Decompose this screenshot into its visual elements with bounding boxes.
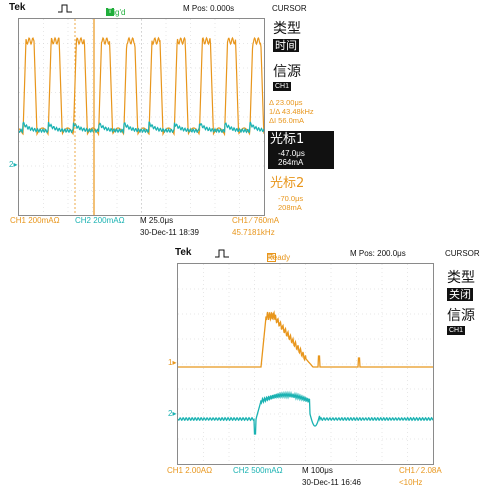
ch1-marker-label: 1 xyxy=(168,358,173,367)
trigger-badge: T xyxy=(106,8,114,16)
horizontal-position: M Pos: 200.0μs xyxy=(350,249,406,258)
status-bar-top: Tek T Trig'd M Pos: 0.000s CURSOR xyxy=(0,0,335,17)
ch1-waveform xyxy=(178,310,433,368)
ch2-marker-label: 2 xyxy=(168,409,173,418)
ch1-ground-marker: 1▸ xyxy=(168,358,177,367)
cursor-type-value[interactable]: 时间 xyxy=(273,39,299,52)
scope-screen-bottom: Tek R Ready M Pos: 200.0μs CURSOR 1▸ 2▸ 类… xyxy=(165,245,500,495)
acquisition-pulse-icon xyxy=(215,249,229,258)
delta-current-readout: ΔI 56.0mA xyxy=(269,116,305,125)
ch2-waveform xyxy=(19,121,264,135)
cursor2-panel[interactable]: 光标2 -70.0μs 208mA xyxy=(268,175,334,213)
trigger-frequency: 45.7181kHz xyxy=(232,228,275,237)
cursor-source-value[interactable]: CH1 xyxy=(447,326,466,335)
trigger-label: Trig'd xyxy=(106,8,126,17)
menu-title: CURSOR xyxy=(272,4,307,13)
waveform-plot-bottom xyxy=(178,264,433,464)
timebase: M 100μs xyxy=(302,466,333,475)
ch2-scale: CH2 500mAΩ xyxy=(233,466,283,475)
acquisition-pulse-icon xyxy=(58,4,72,13)
menu-title: CURSOR xyxy=(445,249,480,258)
waveform-plot-top xyxy=(19,19,264,215)
cursor-type-label[interactable]: 类型 xyxy=(273,21,301,37)
ch1-scale: CH1 200mAΩ xyxy=(10,216,60,225)
side-menu-top: 类型 时间 信源 CH1 Δ 23.00μs 1/Δ 43.48kHz ΔI 5… xyxy=(266,18,335,214)
frequency-readout: 1/Δ 43.48kHz xyxy=(269,107,314,116)
cursor2-current: 208mA xyxy=(278,203,302,212)
date-time: 30-Dec-11 16:46 xyxy=(302,478,361,487)
cursor-source-label[interactable]: 信源 xyxy=(273,64,301,80)
ch2-scale: CH2 200mAΩ xyxy=(75,216,125,225)
cursor-source-label[interactable]: 信源 xyxy=(447,308,475,324)
trigger-level: CH1 ⁄ 760mA xyxy=(232,216,280,225)
scope-screen-top: Tek T Trig'd M Pos: 0.000s CURSOR 2▸ 类型 时… xyxy=(0,0,335,242)
cursor2-label: 光标2 xyxy=(270,176,305,191)
bottom-status-bottom: CH1 2.00AΩ CH2 500mAΩ M 100μs CH1 ⁄ 2.08… xyxy=(165,465,500,493)
delta-time-readout: Δ 23.00μs xyxy=(269,98,303,107)
trigger-badge: R xyxy=(267,253,276,262)
brand-label: Tek xyxy=(175,247,192,258)
cursor1-current: 264mA xyxy=(278,158,304,167)
timebase: M 25.0μs xyxy=(140,216,174,225)
cursor-type-label[interactable]: 类型 xyxy=(447,270,475,286)
ch2-waveform xyxy=(178,390,433,435)
trigger-frequency: <10Hz xyxy=(399,478,423,487)
cursor-type-value[interactable]: 关闭 xyxy=(447,288,473,301)
trigger-level: CH1 ⁄ 2.08A xyxy=(399,466,442,475)
date-time: 30-Dec-11 18:39 xyxy=(140,228,199,237)
bottom-status-top: CH1 200mAΩ CH2 200mAΩ M 25.0μs CH1 ⁄ 760… xyxy=(0,215,335,242)
brand-label: Tek xyxy=(9,2,26,13)
ch2-ground-marker: 2▸ xyxy=(9,160,18,169)
ch2-ground-marker: 2▸ xyxy=(168,409,177,418)
cursor1-label: 光标1 xyxy=(270,132,305,147)
trigger-label: Ready xyxy=(267,253,291,262)
ch1-scale: CH1 2.00AΩ xyxy=(167,466,213,475)
cursor1-time: -47.0μs xyxy=(278,149,305,158)
cursor-source-value[interactable]: CH1 xyxy=(273,82,292,91)
waveform-display-bottom xyxy=(177,263,434,465)
horizontal-position: M Pos: 0.000s xyxy=(183,4,235,13)
side-menu-bottom: 类型 关闭 信源 CH1 xyxy=(435,263,500,463)
cursor2-time: -70.0μs xyxy=(278,194,304,203)
waveform-display-top xyxy=(18,18,265,216)
status-bar-bottom: Tek R Ready M Pos: 200.0μs CURSOR xyxy=(165,245,500,262)
cursor1-panel[interactable]: 光标1 -47.0μs 264mA xyxy=(268,131,334,169)
